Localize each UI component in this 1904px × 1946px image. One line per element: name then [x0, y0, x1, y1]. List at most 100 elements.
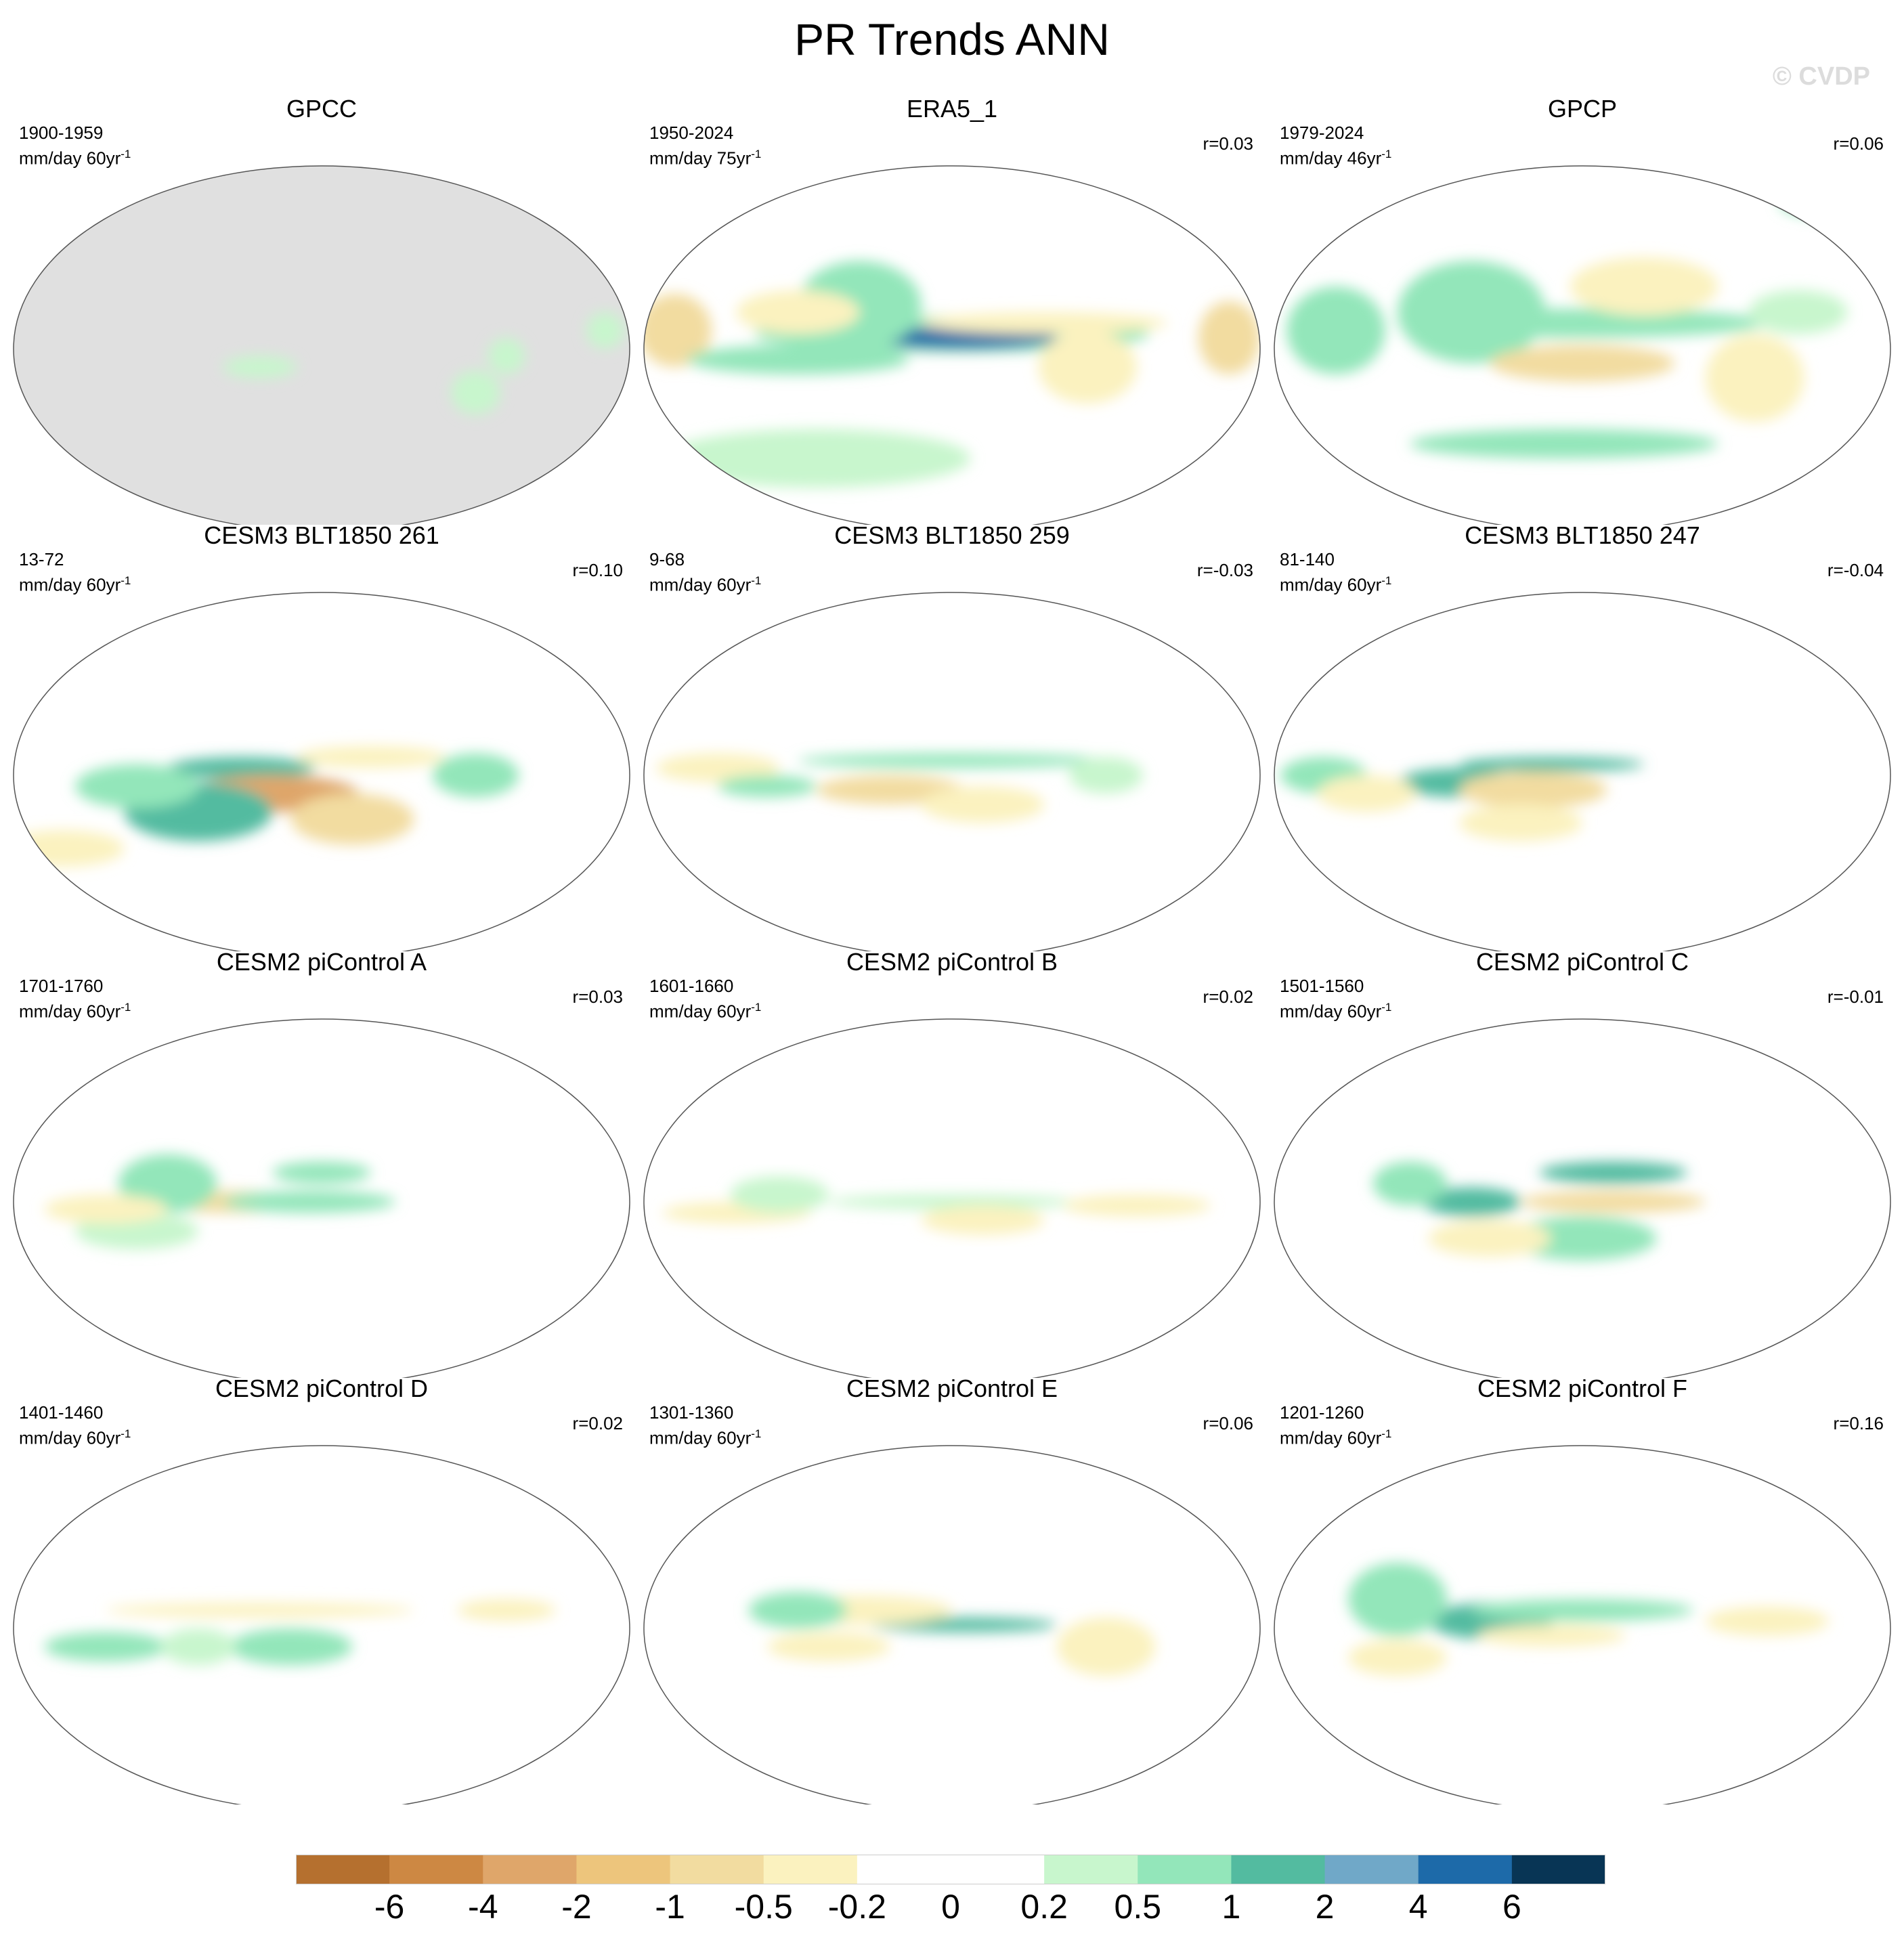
dry-trend-region: [1706, 334, 1804, 422]
panel-correlation: r=0.03: [572, 987, 623, 1007]
panel-period: 1979-2024: [1280, 123, 1364, 143]
wet-trend-region: [1779, 188, 1878, 217]
map-projection: [13, 165, 630, 525]
wet-trend-region: [687, 345, 909, 374]
colorbar-tick-label: 1: [1221, 1888, 1241, 1926]
wet-trend-region: [1508, 1216, 1657, 1261]
map-panel: CESM2 piControl E 1301-1360 mm/day 60yr-1 r…: [637, 1375, 1267, 1804]
panel-correlation: r=-0.01: [1827, 987, 1884, 1007]
map-panel: ERA5_1 1950-2024 mm/day 75yr-1 r=0.03: [637, 95, 1267, 525]
colorbar-tick-label: 0: [941, 1888, 960, 1926]
dry-trend-region: [44, 1194, 168, 1224]
panel-title: CESM2 piControl F: [1477, 1375, 1688, 1402]
dry-trend-region: [106, 1603, 414, 1618]
panel-correlation: r=-0.03: [1196, 560, 1253, 580]
map-outline: [13, 1018, 630, 1378]
panel-units: mm/day 60yr-1: [649, 1427, 762, 1448]
dry-trend-region: [921, 786, 1045, 823]
map-panel: CESM3 BLT1850 259 9-68 mm/day 60yr-1 r=-0.0…: [637, 521, 1267, 951]
wet-trend-region: [1471, 1599, 1693, 1622]
wet-trend-region: [798, 753, 1106, 769]
panel-period: 1301-1360: [649, 1402, 734, 1423]
map-background: [644, 592, 1260, 951]
dry-trend-region: [457, 1599, 556, 1622]
panel-correlation: r=0.03: [1203, 133, 1253, 154]
wet-trend-region: [730, 1176, 829, 1213]
map-outline: [13, 1445, 630, 1804]
panel-title: CESM2 piControl E: [846, 1375, 1058, 1402]
panel-period: 81-140: [1280, 549, 1335, 569]
wet-trend-region: [1459, 757, 1644, 772]
panel-units: mm/day 46yr-1: [1280, 148, 1392, 169]
colorbar-swatch: [1511, 1855, 1605, 1884]
panel-units: mm/day 60yr-1: [19, 574, 131, 595]
map-panel: CESM3 BLT1850 261 13-72 mm/day 60yr-1 r=0.1…: [7, 521, 636, 951]
dry-trend-region: [1038, 330, 1137, 404]
dry-trend-region: [297, 745, 445, 769]
dry-trend-region: [736, 290, 860, 334]
panel-correlation: r=0.02: [1203, 987, 1253, 1007]
colorbar-tick-label: -0.2: [827, 1888, 886, 1926]
panel-period: 13-72: [19, 549, 64, 569]
colorbar-tick-label: -1: [655, 1888, 685, 1926]
panel-units: mm/day 60yr-1: [19, 1001, 131, 1022]
panel-units: mm/day 60yr-1: [1280, 1001, 1392, 1022]
wet-trend-region: [748, 1592, 848, 1628]
dry-trend-region: [1459, 771, 1607, 808]
colorbar-swatch: [1418, 1855, 1513, 1884]
panel-title: ERA5_1: [906, 95, 998, 123]
wet-trend-region: [75, 764, 198, 808]
map-projection: [643, 1445, 1261, 1804]
panel-correlation: r=0.06: [1203, 1413, 1253, 1433]
wet-trend-region: [1286, 286, 1385, 374]
map-outline: [13, 165, 630, 525]
colorbar-tick-label: 2: [1315, 1888, 1335, 1926]
colorbar-tick-label: 6: [1502, 1888, 1521, 1926]
colorbar-tick-label: 0.5: [1114, 1888, 1162, 1926]
map-panel: CESM3 BLT1850 247 81-140 mm/day 60yr-1 r=-0…: [1268, 521, 1897, 951]
wet-trend-region: [1539, 1161, 1687, 1184]
panel-period: 1950-2024: [649, 123, 734, 143]
wet-trend-region: [662, 429, 971, 488]
panel-title: CESM2 piControl B: [846, 948, 1058, 976]
map-outline: [643, 592, 1261, 951]
map-outline: [1274, 1445, 1891, 1804]
dry-trend-region: [1490, 345, 1675, 382]
panel-title: CESM2 piControl C: [1475, 948, 1689, 976]
dry-trend-region: [1056, 1617, 1156, 1677]
cvdp-watermark: © CVDP: [1772, 62, 1870, 91]
colorbar-swatch: [1138, 1855, 1232, 1884]
colorbar-swatch: [1324, 1855, 1419, 1884]
map-background: [14, 166, 630, 525]
wet-trend-region: [272, 1161, 371, 1184]
dry-trend-region: [921, 1205, 1045, 1235]
dry-trend-region: [290, 794, 414, 845]
wet-trend-region: [1422, 1187, 1521, 1217]
panel-period: 1201-1260: [1280, 1402, 1364, 1423]
panel-title: CESM2 piControl D: [215, 1375, 429, 1402]
panel-title: CESM3 BLT1850 247: [1465, 521, 1700, 549]
panel-units: mm/day 60yr-1: [1280, 574, 1392, 595]
wet-trend-region: [1372, 1161, 1447, 1206]
dry-trend-region: [1198, 301, 1260, 374]
colorbar-border: [296, 1855, 1605, 1884]
panel-title: GPCC: [286, 95, 357, 123]
panel-units: mm/day 60yr-1: [19, 148, 131, 169]
map-projection: [13, 592, 630, 951]
dry-trend-region: [1062, 1194, 1211, 1217]
colorbar: [296, 1855, 1605, 1884]
map-projection: [13, 1445, 630, 1804]
colorbar-swatch: [951, 1855, 1045, 1884]
dry-trend-region: [656, 753, 780, 783]
wet-trend-region: [1348, 1562, 1447, 1636]
panel-period: 1501-1560: [1280, 976, 1364, 996]
wet-trend-region: [223, 355, 297, 379]
wet-trend-region: [586, 312, 624, 349]
wet-trend-region: [1398, 308, 1767, 338]
wet-trend-region: [718, 775, 817, 798]
map-outline: [13, 592, 630, 951]
wet-trend-region: [1068, 757, 1144, 794]
dry-trend-region: [1459, 804, 1582, 842]
dry-trend-region: [1477, 1624, 1626, 1647]
map-projection: [643, 165, 1261, 525]
